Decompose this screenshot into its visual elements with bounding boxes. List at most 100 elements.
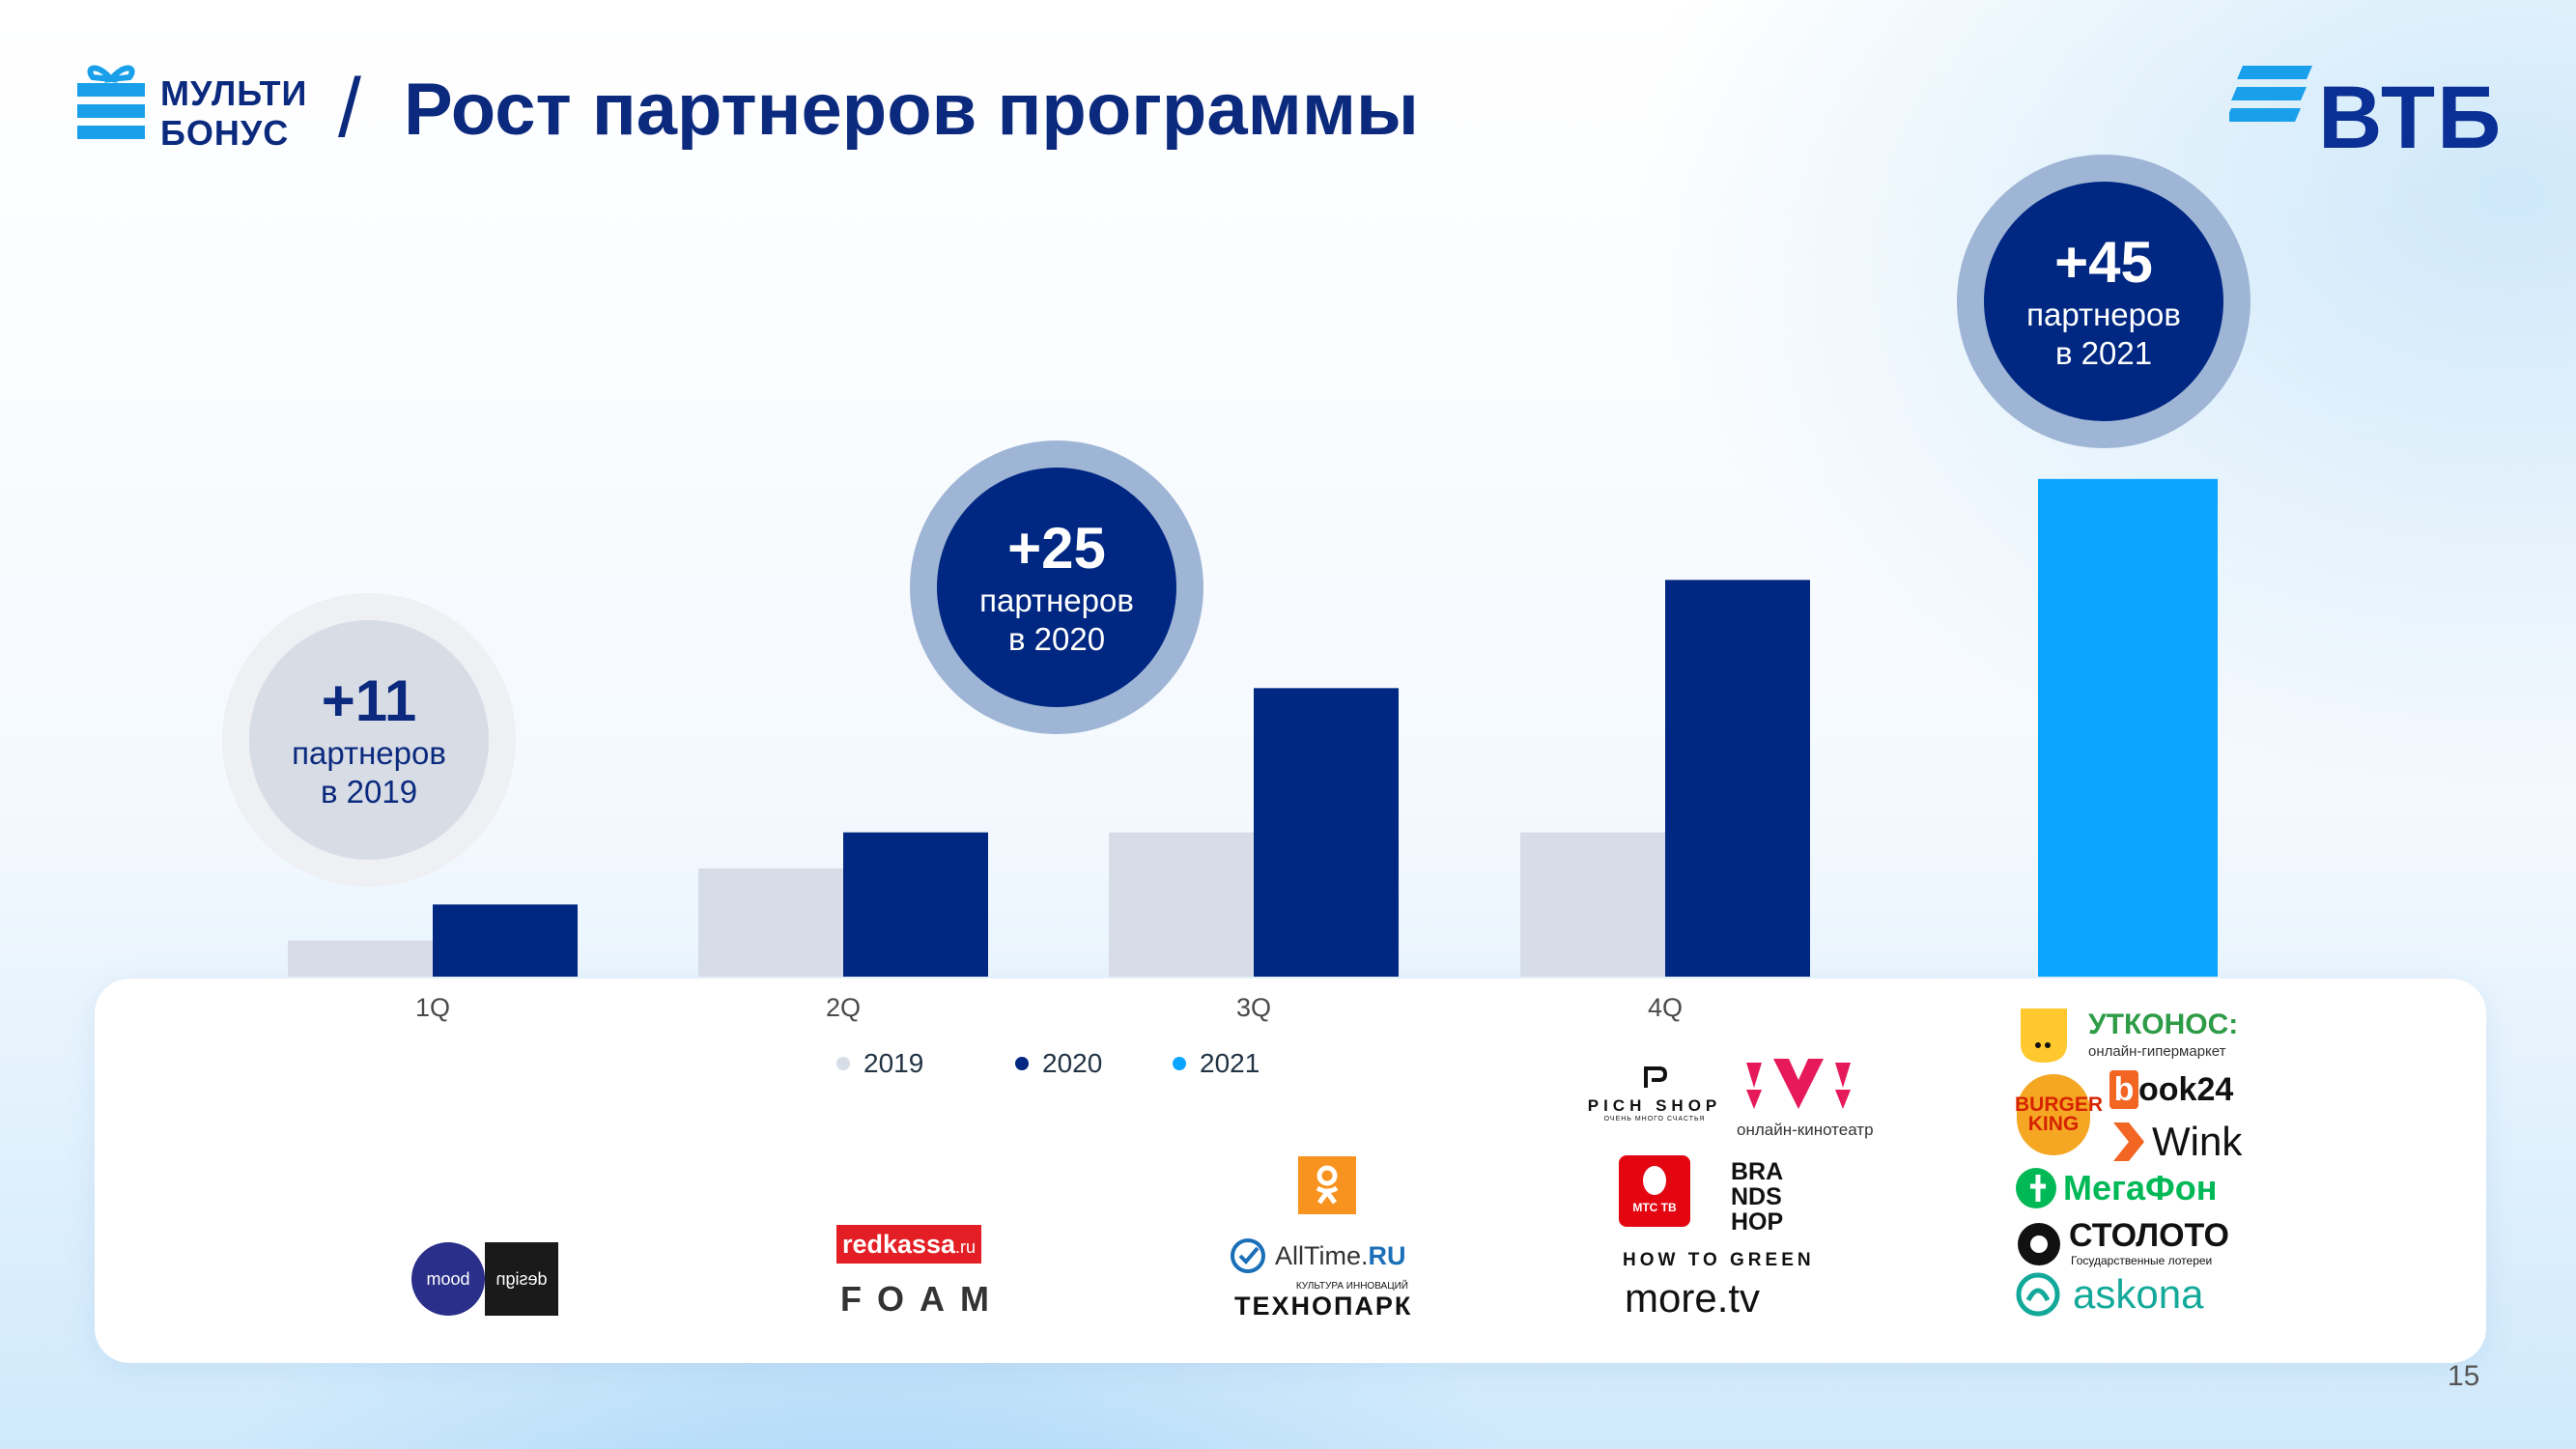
partners-bar-chart bbox=[288, 478, 2218, 977]
legend-label-2019: 2019 bbox=[863, 1048, 924, 1078]
book24-icon: b bbox=[2109, 1070, 2138, 1109]
annotation-line2-2019: в 2019 bbox=[320, 774, 418, 810]
legend-item-2020: 2020 bbox=[1015, 1048, 1102, 1079]
brandshop-line-1: BRA bbox=[1731, 1158, 1784, 1185]
stoloto-icon bbox=[2018, 1223, 2060, 1265]
megafon-text: МегаФон bbox=[2063, 1168, 2218, 1208]
utkonos-text: УТКОНОС: bbox=[2088, 1009, 2239, 1040]
mtstv-text: МТС ТВ bbox=[1632, 1201, 1677, 1214]
bar-2021-total bbox=[2038, 478, 2218, 977]
logo-ivi: онлайн-кинотеатр bbox=[1737, 1055, 1882, 1148]
logo-mtstv: МТС ТВ bbox=[1619, 1155, 1690, 1227]
brand-text: МУЛЬТИ БОНУС bbox=[160, 73, 307, 153]
technopark-caption: КУЛЬТУРА ИННОВАЦИЙ bbox=[1295, 1281, 1408, 1292]
brand-line-2: БОНУС bbox=[160, 113, 290, 153]
title-divider: / bbox=[338, 62, 361, 155]
logo-foam: FOAM bbox=[840, 1279, 1005, 1319]
legend-label-2020: 2020 bbox=[1042, 1048, 1103, 1078]
legend-item-2021: 2021 bbox=[1173, 1048, 1260, 1079]
page-title: Рост партнеров программы bbox=[404, 69, 1419, 151]
burgerking-line-1: BURGER bbox=[2015, 1094, 2104, 1116]
tick-label-4Q: 4Q bbox=[1647, 993, 1684, 1022]
annotation-bubble-2020: +25 партнеров в 2020 bbox=[910, 440, 1203, 734]
bar-2020-3Q bbox=[1254, 688, 1399, 977]
utkonos-subtitle: онлайн-гипермаркет bbox=[2088, 1043, 2226, 1060]
annotation-line1-2020: партнеров bbox=[979, 582, 1134, 618]
annotation-bubble-2019: +11 партнеров в 2019 bbox=[222, 593, 516, 887]
annotation-line1-2021: партнеров bbox=[2026, 297, 2181, 332]
logo-technopark: КУЛЬТУРА ИННОВАЦИЙ ТЕХНОПАРК bbox=[1234, 1281, 1413, 1321]
burgerking-line-2: KING bbox=[2027, 1113, 2080, 1135]
askona-icon bbox=[2016, 1272, 2060, 1317]
legend-dot-2021 bbox=[1173, 1057, 1186, 1070]
logo-utkonos: УТКОНОС: онлайн-гипермаркет bbox=[2017, 1005, 2268, 1066]
tick-label-2Q: 2Q bbox=[825, 993, 862, 1022]
ivi-tagline: онлайн-кинотеатр bbox=[1737, 1121, 1874, 1139]
redkassa-suffix: .ru bbox=[955, 1237, 977, 1257]
design-label: design bbox=[485, 1242, 558, 1316]
multibonus-logo: МУЛЬТИ БОНУС bbox=[77, 60, 309, 156]
logo-burgerking: BURGER KING bbox=[2015, 1074, 2104, 1155]
megafon-icon bbox=[2016, 1168, 2056, 1208]
annotation-value-2020: +25 bbox=[1007, 516, 1106, 581]
alltime-suffix: RU bbox=[1368, 1240, 1406, 1270]
legend-item-2019: 2019 bbox=[836, 1048, 923, 1079]
annotation-bubble-2021: +45 партнеров в 2021 bbox=[1957, 155, 2250, 448]
bar-2019-1Q bbox=[288, 940, 433, 977]
annotation-line2-2021: в 2021 bbox=[2054, 335, 2153, 371]
logo-wink: Wink bbox=[2109, 1119, 2242, 1165]
redkassa-text: redkassa bbox=[841, 1230, 956, 1259]
ok-icon bbox=[1316, 1165, 1339, 1205]
logo-alltime: AllTime. RU bbox=[1229, 1236, 1406, 1275]
vtb-stripes-icon bbox=[2229, 66, 2312, 122]
pichshop-tagline: ОЧЕНЬ МНОГО СЧАСТЬЯ bbox=[1603, 1116, 1706, 1122]
logo-howtogreen: HOW TO GREEN bbox=[1623, 1250, 1815, 1270]
stoloto-text: СТОЛОТО bbox=[2069, 1217, 2229, 1254]
bar-2020-2Q bbox=[843, 832, 988, 977]
alltime-text: AllTime. bbox=[1275, 1240, 1369, 1270]
annotation-line2-2020: в 2020 bbox=[1007, 621, 1106, 657]
pichshop-text: PICH SHOP bbox=[1587, 1096, 1722, 1115]
bar-2020-1Q bbox=[433, 904, 578, 977]
logo-mood-design: mood design bbox=[411, 1242, 558, 1316]
logo-book24: b ook24 bbox=[2109, 1070, 2233, 1109]
technopark-text: ТЕХНОПАРК bbox=[1234, 1292, 1413, 1321]
vtb-logo: ВТБ bbox=[2229, 66, 2501, 162]
stoloto-subtitle: Государственные лотереи bbox=[2071, 1254, 2213, 1267]
utkonos-icon bbox=[2021, 1009, 2067, 1063]
logo-moretv: more.tv bbox=[1625, 1275, 1761, 1321]
askona-text: askona bbox=[2073, 1271, 2204, 1317]
page-number: 15 bbox=[2448, 1360, 2480, 1392]
mts-egg-icon bbox=[1643, 1166, 1666, 1195]
legend-dot-2020 bbox=[1015, 1057, 1029, 1070]
bar-2020-4Q bbox=[1665, 580, 1810, 977]
logo-ok bbox=[1298, 1156, 1356, 1214]
pichshop-icon bbox=[1644, 1066, 1668, 1088]
brand-line-1: МУЛЬТИ bbox=[160, 73, 308, 113]
brandshop-line-2: NDS bbox=[1731, 1183, 1782, 1210]
tick-label-3Q: 3Q bbox=[1235, 993, 1272, 1022]
legend-dot-2019 bbox=[836, 1057, 850, 1070]
logo-pichshop: PICH SHOP ОЧЕНЬ МНОГО СЧАСТЬЯ bbox=[1582, 1063, 1727, 1122]
logo-megafon: МегаФон bbox=[2015, 1167, 2218, 1209]
tick-label-1Q: 1Q bbox=[414, 993, 451, 1022]
annotation-value-2021: +45 bbox=[2054, 230, 2153, 295]
bar-2019-4Q bbox=[1520, 832, 1665, 977]
logo-redkassa: redkassa.ru bbox=[836, 1225, 981, 1264]
legend-label-2021: 2021 bbox=[1200, 1048, 1260, 1078]
logo-askona: askona bbox=[2015, 1271, 2203, 1318]
vtb-wordmark: ВТБ bbox=[2318, 69, 2504, 167]
gift-icon bbox=[77, 65, 145, 139]
wink-text: Wink bbox=[2152, 1119, 2243, 1164]
ivi-icon bbox=[1746, 1059, 1851, 1109]
wink-arrow-icon bbox=[2113, 1122, 2144, 1161]
book24-text: ook24 bbox=[2138, 1070, 2234, 1108]
logo-brandshop: BRA NDS HOP bbox=[1731, 1159, 1783, 1235]
mood-label: mood bbox=[411, 1242, 485, 1316]
bar-2019-3Q bbox=[1109, 832, 1254, 977]
annotation-line1-2019: партнеров bbox=[292, 735, 446, 771]
brandshop-line-3: HOP bbox=[1731, 1208, 1784, 1236]
alltime-check-icon bbox=[1231, 1238, 1265, 1273]
annotation-value-2019: +11 bbox=[321, 668, 417, 733]
bar-2019-2Q bbox=[698, 868, 843, 977]
